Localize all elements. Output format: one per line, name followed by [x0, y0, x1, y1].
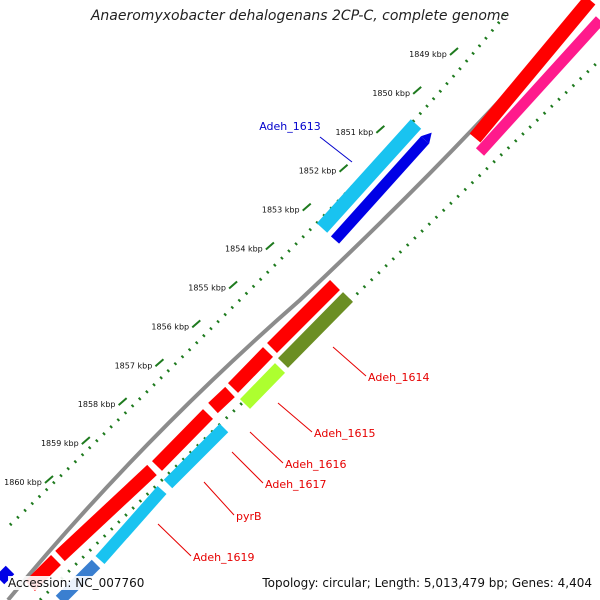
tick-mark: 1857 kbp — [115, 358, 165, 370]
gene-label-group: Adeh_1613 — [259, 120, 353, 163]
gene-label-leader — [203, 481, 235, 516]
cds-feature — [95, 486, 167, 564]
gene-label-group: Adeh_1619 — [157, 523, 255, 564]
tick-line — [338, 163, 349, 173]
gene-label-group: Adeh_1615 — [277, 402, 376, 440]
tick-mark: 1851 kbp — [336, 125, 386, 137]
tick-mark: 1858 kbp — [78, 397, 128, 409]
tick-line — [154, 358, 165, 368]
accession-text: Accession: NC_007760 — [8, 576, 145, 590]
gene-label: Adeh_1614 — [368, 371, 430, 384]
tick-label: 1856 kbp — [151, 322, 189, 331]
gene-label-group: Adeh_1614 — [332, 346, 430, 384]
cds-feature — [152, 409, 213, 471]
gene-label: Adeh_1613 — [259, 120, 321, 133]
cds-feature — [0, 565, 15, 585]
tick-label: 1852 kbp — [299, 167, 337, 176]
gene-label-leader — [277, 402, 313, 433]
gene-label-group: pyrB — [203, 481, 262, 523]
genome-backbone — [6, 0, 592, 600]
tick-label: 1857 kbp — [115, 361, 153, 370]
cds-arrowhead — [420, 132, 432, 144]
tick-mark: 1849 kbp — [409, 47, 459, 59]
cds-feature — [316, 119, 422, 233]
tick-line — [191, 319, 201, 329]
map-title: Anaeromyxobacter dehalogenans 2CP-C, com… — [90, 8, 510, 24]
cds-feature — [208, 386, 235, 414]
gene-label-leader — [231, 451, 264, 484]
tick-mark: 1854 kbp — [225, 241, 275, 254]
tick-line — [265, 241, 275, 251]
tick-line — [412, 86, 422, 95]
tick-label: 1849 kbp — [409, 50, 447, 59]
tick-mark: 1855 kbp — [188, 280, 238, 292]
tick-mark: 1853 kbp — [262, 202, 312, 215]
tick-label: 1860 kbp — [4, 478, 42, 487]
cds-feature — [55, 464, 157, 562]
cds-feature — [278, 292, 353, 368]
gene-label-leader — [157, 523, 192, 557]
gene-label: Adeh_1616 — [285, 458, 347, 471]
gene-label: Adeh_1615 — [314, 427, 376, 440]
tick-mark: 1850 kbp — [372, 86, 422, 98]
tick-label: 1854 kbp — [225, 245, 263, 254]
tick-line — [81, 436, 91, 445]
cds-feature — [475, 16, 600, 156]
tick-label: 1855 kbp — [188, 283, 226, 292]
tick-line — [449, 47, 459, 56]
gene-label-group: Adeh_1617 — [231, 451, 327, 491]
gene-label-leader — [319, 136, 353, 163]
cds-feature — [239, 363, 286, 409]
tick-line — [44, 475, 54, 484]
cds-feature — [330, 136, 430, 244]
gene-label: pyrB — [236, 510, 262, 523]
tick-label: 1858 kbp — [78, 400, 116, 409]
tick-mark: 1859 kbp — [41, 436, 91, 448]
gene-label: Adeh_1617 — [265, 478, 327, 491]
tick-line — [375, 125, 386, 134]
tick-mark: 1856 kbp — [151, 319, 201, 331]
cds-feature — [163, 423, 229, 489]
gene-label-leader — [332, 346, 367, 377]
tick-scale — [8, 14, 507, 527]
tick-label: 1859 kbp — [41, 439, 79, 448]
tick-mark: 1852 kbp — [299, 163, 349, 176]
tick-label: 1853 kbp — [262, 206, 300, 215]
genome-summary-text: Topology: circular; Length: 5,013,479 bp… — [262, 576, 592, 590]
tick-mark: 1860 kbp — [4, 475, 54, 487]
gene-label-group: Adeh_1616 — [249, 431, 347, 471]
tick-line — [228, 280, 238, 290]
gene-label: Adeh_1619 — [193, 551, 255, 564]
tick-label: 1851 kbp — [336, 128, 374, 137]
tick-line — [117, 397, 128, 406]
tick-line — [302, 202, 312, 212]
cds-feature — [267, 280, 340, 353]
cds-feature — [227, 347, 274, 393]
gene-label-leader — [249, 431, 284, 464]
cds-feature — [469, 0, 596, 143]
tick-label: 1850 kbp — [372, 89, 410, 98]
